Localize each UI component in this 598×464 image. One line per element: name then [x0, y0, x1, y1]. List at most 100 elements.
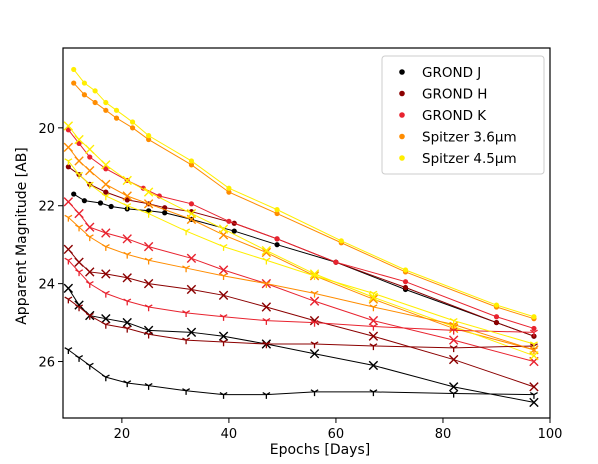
data-point: [226, 218, 232, 224]
data-point: [74, 257, 84, 267]
series: [71, 66, 537, 320]
data-point: [103, 166, 109, 172]
data-point: [309, 349, 320, 359]
data-point: [101, 179, 111, 190]
plot-marks: [63, 66, 539, 408]
data-point: [369, 389, 378, 397]
data-point: [123, 203, 132, 210]
series: [71, 191, 537, 339]
data-point: [182, 388, 191, 395]
data-point: [368, 315, 379, 326]
legend-label: GROND J: [422, 65, 481, 81]
legend-marker: [399, 90, 405, 97]
data-point: [369, 323, 378, 331]
data-point: [75, 304, 84, 312]
series-line: [67, 129, 535, 329]
x-tick-label: 20: [114, 427, 131, 442]
data-point: [64, 214, 73, 222]
data-point: [402, 284, 409, 291]
data-point: [75, 269, 84, 277]
data-point: [97, 200, 104, 206]
legend: GROND J GROND H GROND K Spitzer 3.6μm Spitze…: [381, 55, 545, 175]
data-point: [529, 397, 539, 408]
data-point: [146, 136, 152, 143]
series: [65, 127, 537, 332]
data-point: [186, 284, 197, 295]
data-point: [144, 210, 153, 218]
data-point: [101, 160, 111, 170]
series: [64, 214, 538, 355]
data-point: [186, 208, 197, 219]
data-point: [226, 189, 232, 195]
data-point: [448, 354, 459, 365]
data-point: [402, 267, 409, 273]
data-point: [92, 88, 98, 94]
data-point: [310, 319, 319, 327]
legend-label: Spitzer 4.5μm: [422, 151, 517, 167]
data-point: [103, 189, 109, 195]
data-point: [63, 197, 74, 207]
series: [64, 296, 538, 353]
data-point: [274, 207, 280, 213]
data-point: [218, 224, 229, 234]
data-point: [262, 317, 271, 325]
data-point: [144, 383, 153, 390]
data-point: [123, 380, 132, 388]
data-point: [74, 208, 84, 219]
data-point: [143, 187, 154, 197]
x-tick-label: 80: [435, 427, 452, 442]
data-point: [310, 389, 319, 397]
data-point: [103, 107, 109, 113]
data-point: [448, 335, 459, 345]
data-point: [338, 238, 344, 244]
data-point: [101, 374, 110, 382]
data-point: [101, 243, 110, 251]
data-point: [218, 265, 229, 275]
data-point: [369, 343, 378, 351]
data-point: [85, 362, 94, 370]
y-tick-label: 22: [38, 200, 55, 215]
data-point: [85, 222, 95, 232]
data-point: [449, 317, 458, 325]
data-point: [74, 156, 84, 166]
data-point: [103, 99, 109, 106]
data-point: [122, 273, 132, 283]
data-point: [64, 296, 73, 304]
data-point: [85, 181, 94, 189]
data-point: [76, 140, 82, 147]
data-point: [449, 345, 458, 353]
data-point: [162, 210, 168, 216]
data-point: [531, 314, 537, 320]
data-point: [529, 391, 538, 399]
series: [63, 283, 539, 408]
data-point: [85, 234, 94, 242]
data-point: [122, 175, 132, 186]
series-line: [67, 201, 535, 363]
data-point: [219, 243, 228, 251]
data-point: [219, 273, 228, 281]
legend-marker: [399, 112, 405, 118]
data-point: [274, 242, 280, 248]
data-point: [92, 99, 98, 106]
data-point: [75, 224, 84, 232]
data-point: [123, 325, 132, 333]
data-point: [108, 203, 114, 210]
data-point: [144, 331, 153, 339]
series: [63, 244, 539, 392]
data-point: [63, 244, 74, 255]
data-point: [186, 253, 197, 264]
data-point: [74, 134, 84, 145]
y-axis-ticks: 20 22 24 26: [38, 122, 63, 371]
data-point: [368, 360, 379, 371]
data-point: [129, 119, 136, 125]
data-point: [64, 158, 73, 166]
data-point: [188, 162, 195, 168]
data-point: [309, 315, 320, 326]
data-point: [143, 241, 154, 252]
data-point: [449, 390, 458, 398]
data-point: [113, 115, 120, 121]
data-point: [75, 171, 84, 179]
data-point: [63, 121, 74, 131]
data-point: [122, 234, 132, 244]
data-point: [368, 331, 379, 341]
